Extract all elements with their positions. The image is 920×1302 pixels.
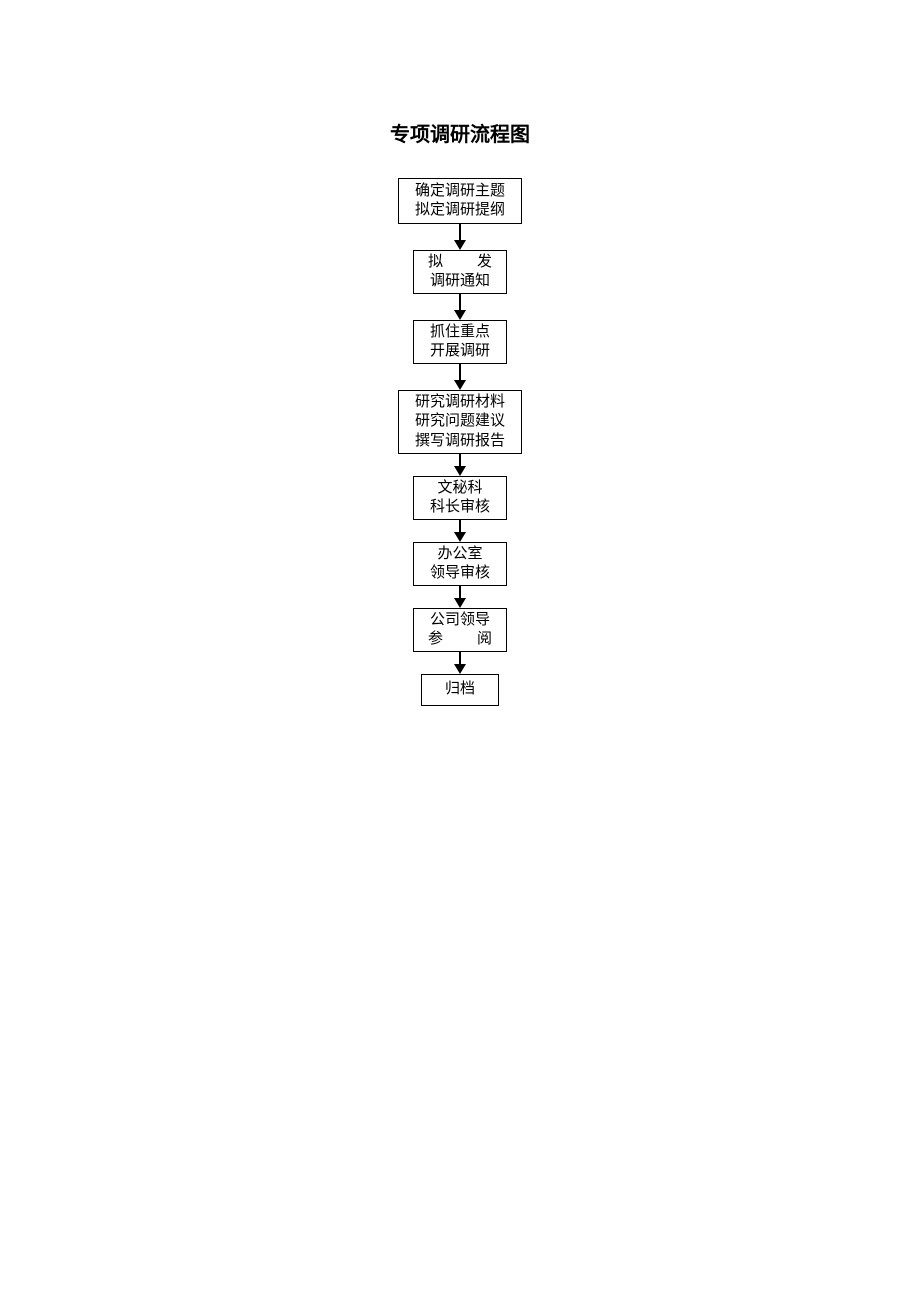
flowchart-arrow bbox=[454, 652, 466, 674]
arrow-shaft bbox=[459, 224, 461, 240]
node-text-line: 归档 bbox=[445, 680, 475, 700]
node-text-line: 拟定调研提纲 bbox=[415, 201, 505, 221]
node-text-line: 抓住重点 bbox=[430, 323, 490, 343]
flowchart-node-node2: 拟发调研通知 bbox=[413, 250, 507, 294]
node-text-line: 公司领导 bbox=[430, 611, 490, 631]
flowchart-node-node6: 办公室领导审核 bbox=[413, 542, 507, 586]
arrow-shaft bbox=[459, 586, 461, 598]
flowchart-arrow bbox=[454, 586, 466, 608]
flowchart-node-node4: 研究调研材料研究问题建议撰写调研报告 bbox=[398, 390, 522, 454]
arrow-down-icon bbox=[454, 380, 466, 390]
arrow-shaft bbox=[459, 454, 461, 466]
node-text-line: 科长审核 bbox=[430, 498, 490, 518]
arrow-shaft bbox=[459, 294, 461, 310]
node-text-line: 研究问题建议 bbox=[415, 412, 505, 432]
node-text-line: 确定调研主题 bbox=[415, 182, 505, 202]
flowchart-arrow bbox=[454, 454, 466, 476]
arrow-shaft bbox=[459, 520, 461, 532]
flowchart-node-node3: 抓住重点开展调研 bbox=[413, 320, 507, 364]
node-text-line: 研究调研材料 bbox=[415, 393, 505, 413]
flowchart-node-node5: 文秘科科长审核 bbox=[413, 476, 507, 520]
node-text-line: 拟发 bbox=[428, 253, 492, 273]
flowchart-node-node1: 确定调研主题拟定调研提纲 bbox=[398, 178, 522, 224]
node-text-line: 办公室 bbox=[437, 545, 482, 565]
arrow-down-icon bbox=[454, 310, 466, 320]
arrow-down-icon bbox=[454, 664, 466, 674]
flowchart-arrow bbox=[454, 520, 466, 542]
flowchart-arrow bbox=[454, 364, 466, 390]
node-text-line: 开展调研 bbox=[430, 342, 490, 362]
page-title: 专项调研流程图 bbox=[0, 118, 920, 147]
flowchart-arrow bbox=[454, 294, 466, 320]
flowchart-container: 确定调研主题拟定调研提纲拟发调研通知抓住重点开展调研研究调研材料研究问题建议撰写… bbox=[398, 178, 522, 706]
node-text-line: 调研通知 bbox=[430, 272, 490, 292]
arrow-down-icon bbox=[454, 598, 466, 608]
arrow-shaft bbox=[459, 652, 461, 664]
arrow-down-icon bbox=[454, 532, 466, 542]
arrow-shaft bbox=[459, 364, 461, 380]
flowchart-node-node8: 归档 bbox=[421, 674, 499, 706]
title-text: 专项调研流程图 bbox=[390, 124, 530, 146]
node-text-line: 文秘科 bbox=[437, 479, 482, 499]
flowchart-node-node7: 公司领导参阅 bbox=[413, 608, 507, 652]
node-text-line: 撰写调研报告 bbox=[415, 432, 505, 452]
flowchart-arrow bbox=[454, 224, 466, 250]
node-text-line: 领导审核 bbox=[430, 564, 490, 584]
arrow-down-icon bbox=[454, 240, 466, 250]
node-text-line: 参阅 bbox=[428, 630, 492, 650]
arrow-down-icon bbox=[454, 466, 466, 476]
